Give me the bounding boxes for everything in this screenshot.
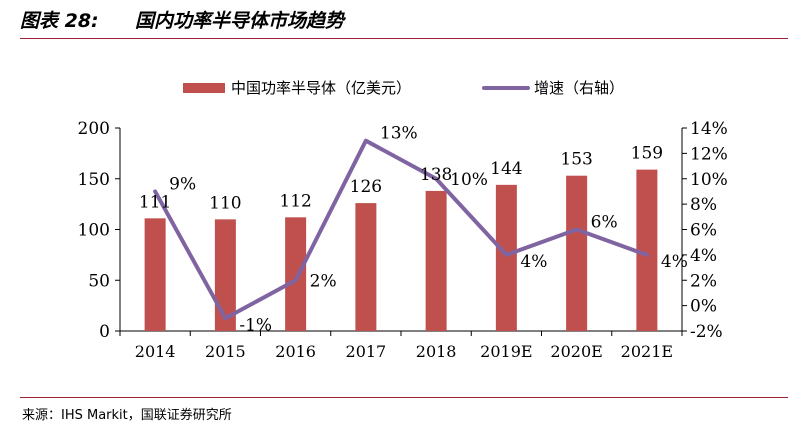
left-tick-label: 150 — [78, 170, 110, 190]
right-tick-label: 10% — [690, 170, 728, 190]
x-tick-label: 2018 — [416, 342, 457, 361]
line-data-label: 13% — [380, 124, 418, 144]
bar — [144, 218, 166, 331]
left-tick-label: 100 — [78, 221, 110, 241]
bar — [285, 217, 307, 331]
x-tick-label: 2021E — [621, 342, 673, 361]
growth-line — [153, 138, 649, 321]
bar-data-label: 153 — [560, 150, 592, 170]
x-tick-label: 2019E — [480, 342, 532, 361]
legend-bar-label: 中国功率半导体（亿美元） — [231, 79, 411, 97]
right-tick-label: 14% — [690, 119, 728, 139]
bar-data-label: 126 — [350, 177, 382, 197]
right-tick-label: 8% — [690, 195, 717, 215]
bar — [495, 184, 517, 331]
bar — [214, 219, 236, 331]
figure-number: 图表 28: — [20, 10, 99, 32]
right-tick-label: 2% — [690, 271, 717, 291]
left-tick-label: 0 — [99, 322, 110, 342]
bottom-rule — [20, 397, 788, 398]
bar-data-label: 138 — [420, 165, 452, 185]
right-tick-label: 12% — [690, 144, 728, 164]
left-tick-label: 200 — [78, 119, 110, 139]
figure-title: 国内功率半导体市场趋势 — [135, 10, 345, 32]
right-tick-label: 6% — [690, 221, 717, 241]
bar-data-label: 144 — [490, 159, 522, 179]
right-tick-label: 0% — [690, 297, 717, 317]
bar-data-label: 110 — [209, 193, 241, 213]
x-tick-label: 2015 — [205, 342, 246, 361]
legend-bar-swatch — [183, 83, 225, 93]
bar — [425, 190, 447, 331]
right-tick-label: 4% — [690, 246, 717, 266]
bar — [355, 203, 377, 331]
bar-data-label: 112 — [279, 191, 311, 211]
x-tick-label: 2014 — [135, 342, 176, 361]
left-tick-label: 50 — [88, 271, 110, 291]
x-tick-label: 2016 — [275, 342, 316, 361]
line-data-label: 6% — [591, 213, 618, 233]
source-note: 来源：IHS Markit，国联证券研究所 — [22, 408, 232, 423]
bar-data-label: 159 — [631, 144, 663, 164]
top-rule — [20, 38, 788, 39]
line-data-label: 2% — [310, 271, 337, 291]
bar-data-label: 111 — [139, 192, 171, 212]
line-data-label: 9% — [169, 174, 196, 194]
line-data-label: -1% — [239, 315, 272, 335]
x-tick-label: 2017 — [346, 342, 387, 361]
line-data-label: 4% — [661, 252, 688, 272]
line-data-label: 10% — [450, 170, 488, 190]
legend-line-label: 增速（右轴） — [534, 79, 624, 97]
figure-title-bar: 图表 28: 国内功率半导体市场趋势 — [0, 0, 808, 38]
combo-chart: 中国功率半导体（亿美元） 增速（右轴）050100150200-2%0%2%4%6… — [78, 79, 728, 361]
bar — [566, 175, 588, 331]
x-tick-label: 2020E — [550, 342, 602, 361]
line-data-label: 4% — [520, 252, 547, 272]
bar — [636, 169, 658, 331]
right-tick-label: -2% — [690, 322, 723, 342]
